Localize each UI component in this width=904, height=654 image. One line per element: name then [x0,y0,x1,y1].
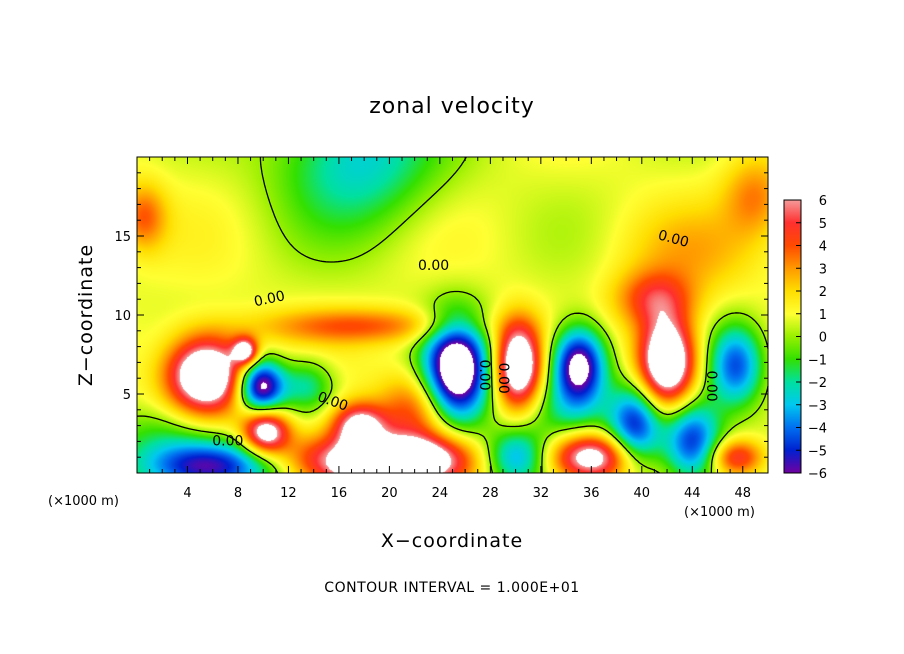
colorbar-label: −5 [808,444,827,459]
contour-label: 0.00 [418,258,449,274]
x-axis-title: X−coordinate [381,530,523,552]
y-tick-label: 10 [114,309,131,324]
x-unit-label-left: (×1000 m) [48,494,119,509]
colorbar-label: 3 [819,262,827,277]
contour-label: 0.00 [495,363,511,394]
colorbar-label: 4 [819,240,827,255]
zero-contour-line [136,156,769,474]
contour-label: 0.00 [656,227,690,251]
x-tick-label: 8 [234,486,242,501]
x-tick-label: 28 [482,486,499,501]
colorbar-label: 1 [819,308,827,323]
contour-label: 0.00 [476,359,492,390]
colorbar-label: 5 [819,217,827,232]
y-axis-title: Z−coordinate [75,244,97,386]
contour-label: 0.00 [212,433,243,449]
zero-contours [136,156,769,474]
heatmap-field [137,157,768,473]
y-axis: 5 10 15 [114,172,768,458]
colorbar-label: −3 [808,399,827,414]
colorbar-label: 6 [819,194,827,209]
contour-interval-note: CONTOUR INTERVAL = 1.000E+01 [324,580,579,596]
colorbar-label: −2 [808,376,827,391]
x-tick-label: 4 [183,486,191,501]
colorbar: 6 5 4 3 2 1 0 −1 −2 −3 −4 −5 −6 [783,194,827,482]
x-tick-label: 12 [280,486,297,501]
x-tick-label: 16 [331,486,348,501]
contour-labels: 0.000.000.000.000.000.00 0.000.00 [212,227,719,449]
colorbar-label: 0 [819,331,827,346]
x-tick-label: 24 [432,486,449,501]
y-tick-label: 5 [123,388,131,403]
x-tick-label: 36 [583,486,600,501]
colorbar-label: −1 [808,353,827,368]
x-tick-label: 40 [634,486,651,501]
colorbar-label: 2 [819,285,827,300]
colorbar-label: −4 [808,422,827,437]
x-axis: 4 8 12 16 20 24 28 32 36 40 44 48 [149,157,756,501]
chart-title: zonal velocity [369,94,535,119]
x-unit-label-right: (×1000 m) [684,505,755,520]
contour-label: 0.00 [253,288,287,310]
y-tick-label: 15 [114,230,131,245]
x-tick-label: 48 [734,486,751,501]
x-tick-label: 44 [684,486,701,501]
x-tick-label: 20 [381,486,398,501]
contour-label: 0.00 [703,371,719,402]
colorbar-label: −6 [808,467,827,482]
x-tick-label: 32 [533,486,550,501]
